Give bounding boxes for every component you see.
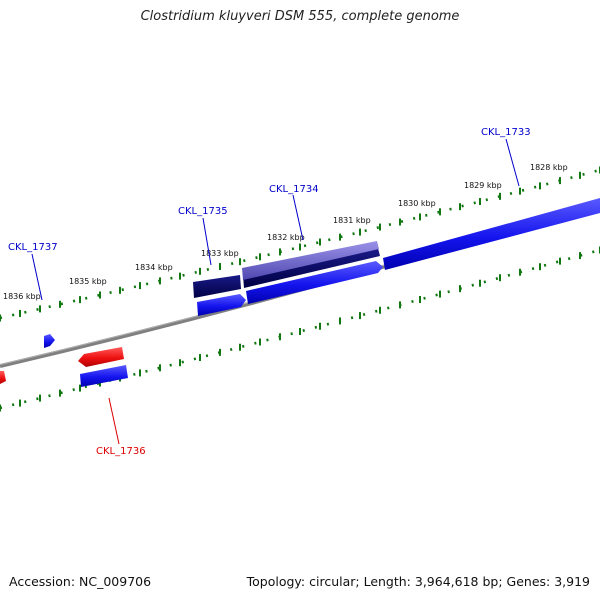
gene-ckl-1735[interactable] xyxy=(197,294,246,316)
gene-blue-lower[interactable] xyxy=(80,365,128,387)
gene-ckl-1737[interactable] xyxy=(44,334,55,348)
gene-label-ckl-1737: CKL_1737 xyxy=(8,242,58,253)
gene-label-ckl-1736: CKL_1736 xyxy=(96,446,146,457)
gene-red-left[interactable] xyxy=(0,371,6,384)
tick-label: 1836 kbp xyxy=(3,292,41,301)
gene-ckl-1734[interactable] xyxy=(246,261,383,304)
gene-labels: CKL_1737 CKL_1736 CKL_1735 CKL_1734 CKL_… xyxy=(8,127,531,457)
tick-label: 1829 kbp xyxy=(464,181,502,190)
gene-label-ckl-1733: CKL_1733 xyxy=(481,127,531,138)
tick-label: 1828 kbp xyxy=(530,163,568,172)
tick-label: 1831 kbp xyxy=(333,216,371,225)
forward-genes xyxy=(44,198,600,348)
accession-text: Accession: NC_009706 xyxy=(9,574,152,589)
tick-label: 1832 kbp xyxy=(267,233,305,242)
gene-ckl-1733[interactable] xyxy=(383,198,600,270)
scale-labels: 1836 kbp 1835 kbp 1834 kbp 1833 kbp 1832… xyxy=(3,163,568,301)
gene-ckl-1736[interactable] xyxy=(78,347,124,367)
major-ticks xyxy=(0,166,600,412)
reverse-genes xyxy=(0,347,128,387)
tick-label: 1830 kbp xyxy=(398,199,436,208)
gene-label-ckl-1734: CKL_1734 xyxy=(269,184,319,195)
gene-light[interactable] xyxy=(242,241,379,280)
genome-summary-text: Topology: circular; Length: 3,964,618 bp… xyxy=(246,574,590,589)
gene-label-ckl-1735: CKL_1735 xyxy=(178,206,228,217)
tick-label: 1835 kbp xyxy=(69,277,107,286)
gene-dark-2[interactable] xyxy=(243,248,380,288)
tick-label: 1834 kbp xyxy=(135,263,173,272)
tick-label: 1833 kbp xyxy=(201,249,239,258)
gene-dark-1[interactable] xyxy=(193,275,241,298)
callouts xyxy=(31,138,520,445)
map-title: Clostridium kluyveri DSM 555, complete g… xyxy=(140,9,460,24)
